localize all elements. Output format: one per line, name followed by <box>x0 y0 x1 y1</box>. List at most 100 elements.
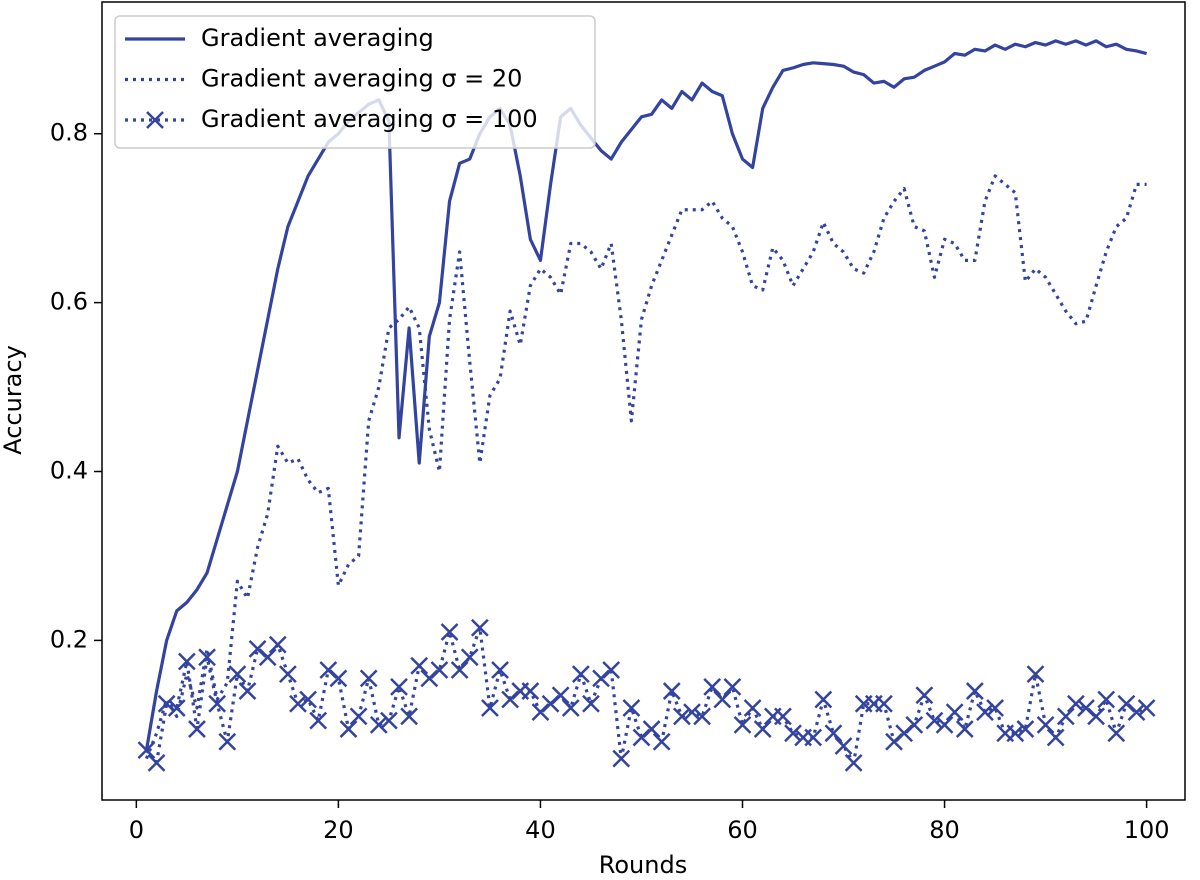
marker <box>976 703 994 722</box>
marker <box>965 682 984 700</box>
marker <box>935 715 954 734</box>
marker <box>1016 720 1035 738</box>
marker <box>218 732 237 751</box>
marker <box>450 661 469 679</box>
marker <box>683 703 701 722</box>
marker <box>733 715 752 734</box>
marker <box>784 724 802 743</box>
marker <box>147 753 166 772</box>
marker <box>612 749 631 768</box>
marker <box>622 699 641 717</box>
plot-frame <box>101 1 1186 801</box>
x-axis-label: Rounds <box>599 851 687 879</box>
marker <box>289 694 307 713</box>
marker <box>774 707 792 726</box>
y-axis-label: Accuracy <box>0 345 27 455</box>
marker <box>662 682 681 700</box>
series-line <box>144 39 1147 751</box>
series-line <box>144 174 1147 760</box>
marker <box>349 707 368 726</box>
marker <box>723 677 742 696</box>
x-tick-label: 80 <box>929 816 960 844</box>
marker <box>167 699 186 717</box>
marker <box>582 694 600 713</box>
marker <box>177 652 196 671</box>
legend-box <box>114 15 596 149</box>
x-tick-label: 40 <box>525 816 556 844</box>
x-tick-label: 20 <box>323 816 354 844</box>
marker <box>1056 707 1075 726</box>
marker <box>1127 703 1146 722</box>
marker <box>571 665 590 684</box>
marker <box>561 699 580 717</box>
marker <box>238 682 257 700</box>
marker <box>228 665 247 684</box>
marker <box>743 699 762 717</box>
legend-marker <box>146 111 164 129</box>
marker <box>652 732 671 751</box>
legend-label: Gradient averaging σ = 20 <box>201 65 522 93</box>
marker <box>915 686 934 705</box>
x-tick-label: 100 <box>1124 816 1170 844</box>
marker <box>804 728 823 747</box>
marker <box>875 694 893 713</box>
y-tick-label: 0.8 <box>50 119 88 147</box>
marker <box>410 656 429 675</box>
marker <box>279 665 297 684</box>
marker <box>1046 728 1065 747</box>
marker <box>844 753 863 772</box>
marker <box>481 699 499 717</box>
marker <box>905 715 924 734</box>
marker <box>309 711 328 730</box>
marker <box>299 690 317 709</box>
legend-label: Gradient averaging σ = 100 <box>201 105 538 133</box>
y-tick-label: 0.4 <box>50 457 88 485</box>
marker <box>329 669 348 688</box>
marker <box>834 737 853 755</box>
marker <box>430 661 449 679</box>
marker <box>1067 694 1085 713</box>
legend-label: Gradient averaging <box>201 24 434 52</box>
marker <box>137 741 156 760</box>
marker <box>460 648 479 667</box>
marker <box>693 707 711 726</box>
marker <box>986 699 1004 717</box>
marker <box>1097 690 1116 709</box>
marker <box>1087 707 1105 726</box>
marker <box>1006 724 1025 743</box>
marker <box>400 707 419 726</box>
marker <box>551 686 570 705</box>
marker <box>925 711 944 730</box>
marker <box>491 661 509 679</box>
marker <box>1036 715 1055 734</box>
marker <box>380 711 398 730</box>
marker <box>753 720 772 738</box>
marker <box>642 720 661 738</box>
y-tick-label: 0.2 <box>50 625 88 653</box>
marker <box>198 648 216 667</box>
marker <box>703 677 722 696</box>
marker <box>369 715 388 734</box>
legend: Gradient averaging Gradient averaging σ =… <box>114 15 596 149</box>
marker <box>955 720 974 738</box>
x-tick-label: 0 <box>129 816 144 844</box>
marker <box>602 661 621 679</box>
marker <box>188 720 206 738</box>
marker <box>824 724 843 743</box>
marker <box>521 682 540 700</box>
marker <box>814 690 833 709</box>
marker <box>470 618 489 637</box>
marker <box>945 703 964 722</box>
marker <box>390 677 408 696</box>
marker <box>359 669 378 688</box>
marker <box>1026 665 1045 684</box>
y-tick-label: 0.6 <box>50 288 88 316</box>
marker <box>1137 699 1156 717</box>
marker <box>157 694 176 713</box>
marker <box>440 623 459 641</box>
marker <box>713 690 732 709</box>
marker <box>208 694 227 713</box>
x-tick-label: 60 <box>727 816 758 844</box>
marker <box>339 720 358 738</box>
